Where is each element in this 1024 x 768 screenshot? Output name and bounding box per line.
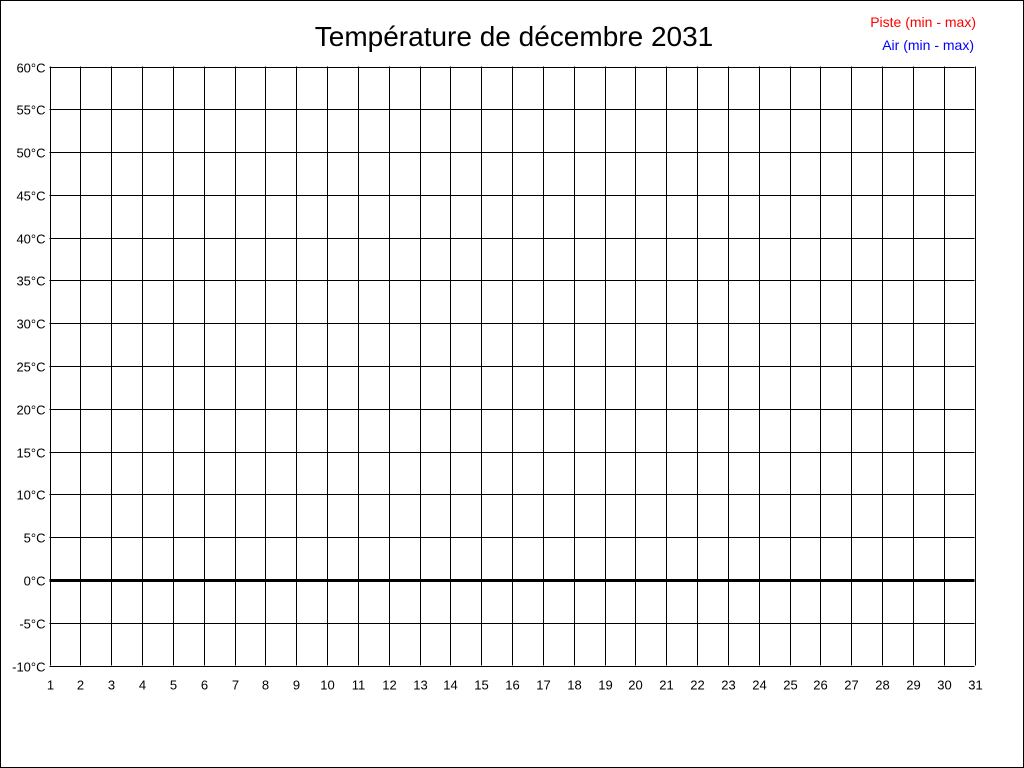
x-tick-label: 5 — [170, 678, 177, 693]
x-tick-label: 4 — [139, 678, 146, 693]
x-tick-label: 11 — [352, 678, 366, 693]
x-tick-label: 9 — [293, 678, 300, 693]
x-tick-label: 19 — [598, 678, 612, 693]
x-tick-label: 21 — [659, 678, 673, 693]
x-tick-label: 26 — [813, 678, 827, 693]
legend-air: Air (min - max) — [882, 37, 974, 53]
x-tick-label: 25 — [783, 678, 797, 693]
y-tick-label: 30°C — [16, 317, 45, 332]
y-tick-label: -10°C — [12, 660, 45, 675]
chart-title: Température de décembre 2031 — [315, 21, 713, 52]
x-tick-label: 27 — [844, 678, 858, 693]
x-tick-label: 22 — [690, 678, 704, 693]
y-tick-label: 55°C — [16, 103, 45, 118]
x-tick-label: 15 — [474, 678, 488, 693]
x-tick-label: 6 — [201, 678, 208, 693]
x-tick-label: 8 — [262, 678, 269, 693]
x-tick-label: 20 — [628, 678, 642, 693]
y-tick-label: 15°C — [16, 446, 45, 461]
y-tick-label: 50°C — [16, 146, 45, 161]
y-tick-label: 45°C — [16, 189, 45, 204]
y-tick-label: 20°C — [16, 403, 45, 418]
x-tick-label: 7 — [232, 678, 239, 693]
x-tick-label: 14 — [443, 678, 457, 693]
x-tick-label: 29 — [906, 678, 920, 693]
y-tick-label: -5°C — [19, 617, 45, 632]
y-axis-ticks: 60°C 55°C 50°C 45°C 40°C 35°C 30°C 25°C 20°C 15°C… — [12, 61, 45, 675]
x-tick-label: 28 — [875, 678, 889, 693]
x-tick-label: 12 — [382, 678, 396, 693]
legend-piste: Piste (min - max) — [870, 14, 976, 30]
x-tick-label: 1 — [47, 678, 54, 693]
x-tick-label: 3 — [108, 678, 115, 693]
x-tick-label: 18 — [567, 678, 581, 693]
x-tick-label: 16 — [505, 678, 519, 693]
x-tick-label: 31 — [968, 678, 982, 693]
y-tick-label: 40°C — [16, 232, 45, 247]
y-tick-label: 25°C — [16, 360, 45, 375]
x-tick-label: 17 — [536, 678, 550, 693]
x-tick-label: 2 — [77, 678, 84, 693]
x-tick-label: 13 — [413, 678, 427, 693]
y-tick-label: 0°C — [24, 574, 46, 589]
y-tick-label: 10°C — [16, 488, 45, 503]
grid — [49, 66, 976, 667]
y-tick-label: 60°C — [16, 61, 45, 76]
y-tick-label: 5°C — [24, 531, 46, 546]
x-tick-label: 30 — [937, 678, 951, 693]
x-tick-label: 23 — [721, 678, 735, 693]
y-tick-label: 35°C — [16, 274, 45, 289]
x-tick-label: 10 — [320, 678, 334, 693]
x-axis-ticks: 1 2 3 4 5 6 7 8 9 10 11 12 13 14 15 16 17 18 19 20 21 22 23 24 2… — [47, 678, 983, 693]
x-tick-label: 24 — [752, 678, 766, 693]
